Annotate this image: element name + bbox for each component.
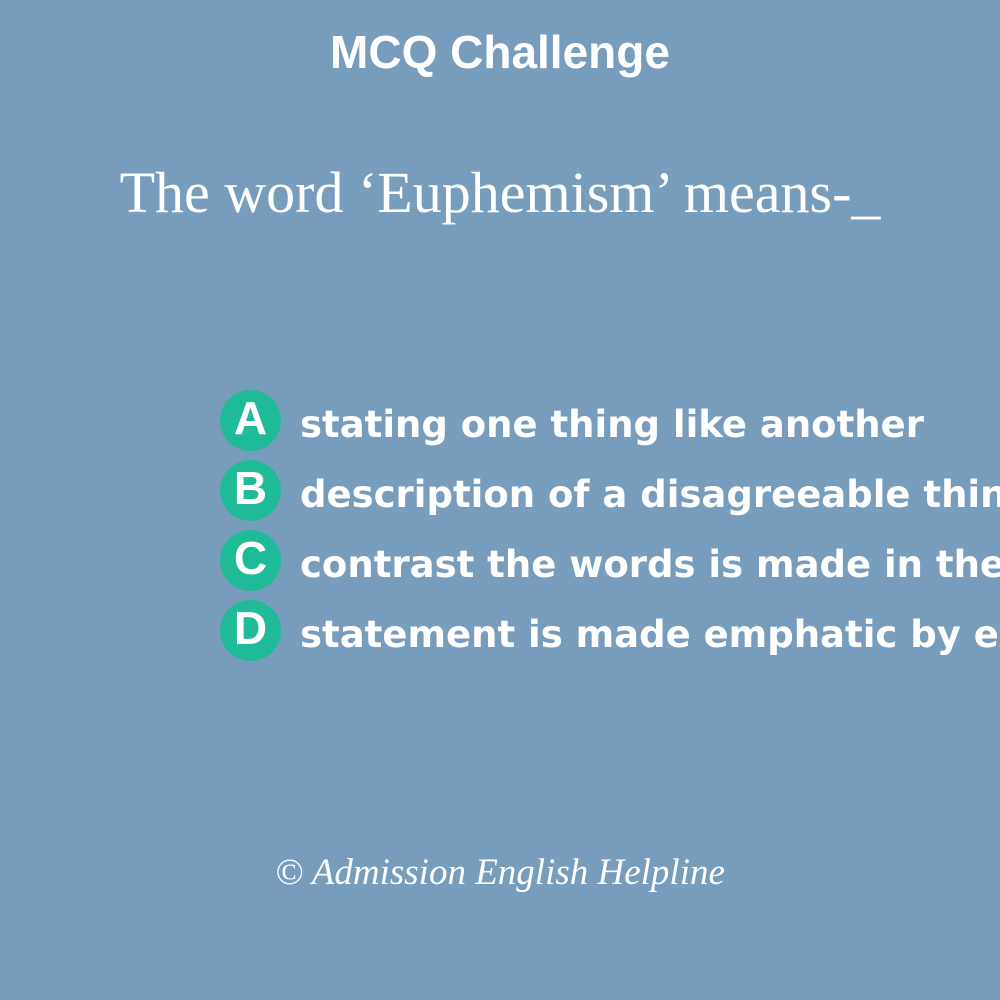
option-b[interactable]: B description of a disagreeable thing <box>220 460 1000 530</box>
option-c-badge: C <box>220 530 281 591</box>
option-b-text: description of a disagreeable thing <box>300 473 1000 516</box>
copyright-footer: © Admission English Helpline <box>275 852 725 893</box>
option-a-text: stating one thing like another <box>300 403 924 446</box>
option-a[interactable]: A stating one thing like another <box>220 390 1000 460</box>
question-text: The word ‘Euphemism’ means-_ <box>119 160 881 225</box>
option-d-text: statement is made emphatic by exaggerati… <box>300 613 1000 656</box>
option-c-text: contrast the words is made in the <box>300 543 1000 586</box>
page-title: MCQ Challenge <box>330 26 670 78</box>
option-d-badge: D <box>220 600 281 661</box>
option-c[interactable]: C contrast the words is made in the <box>220 530 1000 600</box>
option-b-badge: B <box>220 460 281 521</box>
option-d[interactable]: D statement is made emphatic by exaggera… <box>220 600 1000 670</box>
options-list: A stating one thing like another B descr… <box>220 390 1000 670</box>
option-a-badge: A <box>220 390 281 451</box>
